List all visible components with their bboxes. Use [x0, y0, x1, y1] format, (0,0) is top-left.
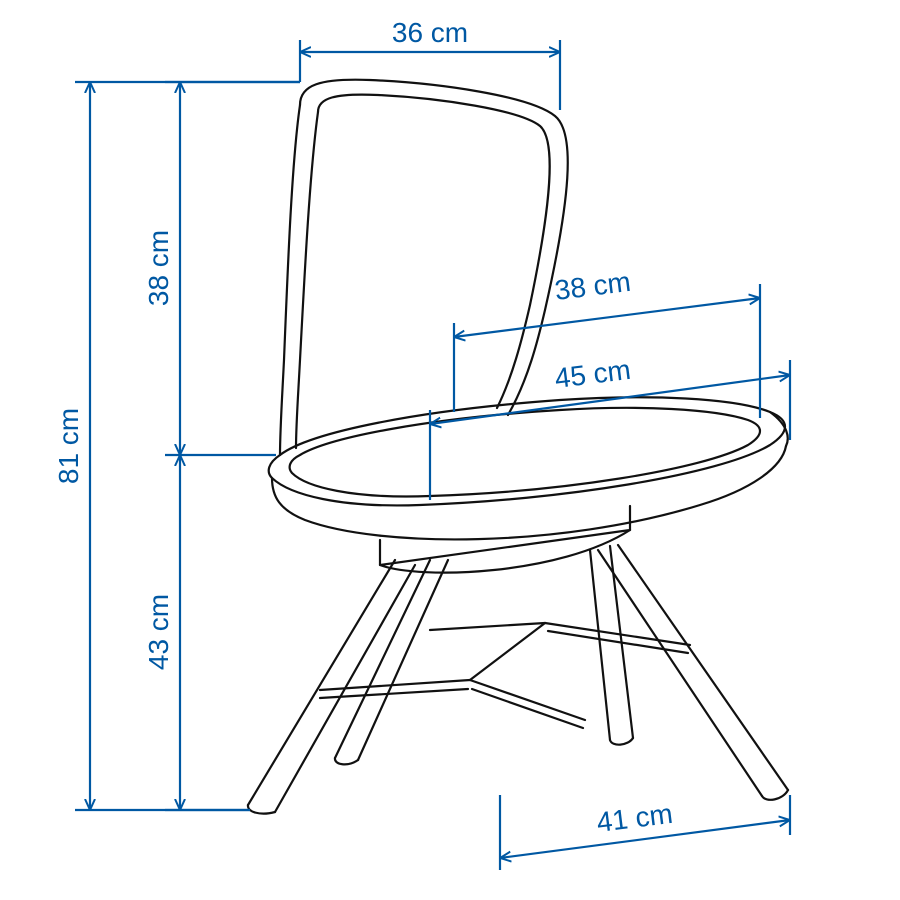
label-seat-height: 43 cm	[143, 594, 174, 670]
label-total-height: 81 cm	[53, 408, 84, 484]
label-seat-inner-width: 38 cm	[553, 266, 632, 306]
label-backrest-height: 38 cm	[143, 230, 174, 306]
label-seat-outer-width: 45 cm	[553, 354, 632, 394]
chair-dimension-diagram: 36 cm 81 cm 38 cm 43 cm 38 cm 45 cm 41 c…	[0, 0, 900, 900]
label-leg-span: 41 cm	[595, 798, 674, 838]
dimension-lines	[75, 40, 790, 870]
dimension-labels: 36 cm 81 cm 38 cm 43 cm 38 cm 45 cm 41 c…	[53, 17, 674, 838]
label-backrest-top-width: 36 cm	[392, 17, 468, 48]
chair-outline	[248, 80, 788, 814]
